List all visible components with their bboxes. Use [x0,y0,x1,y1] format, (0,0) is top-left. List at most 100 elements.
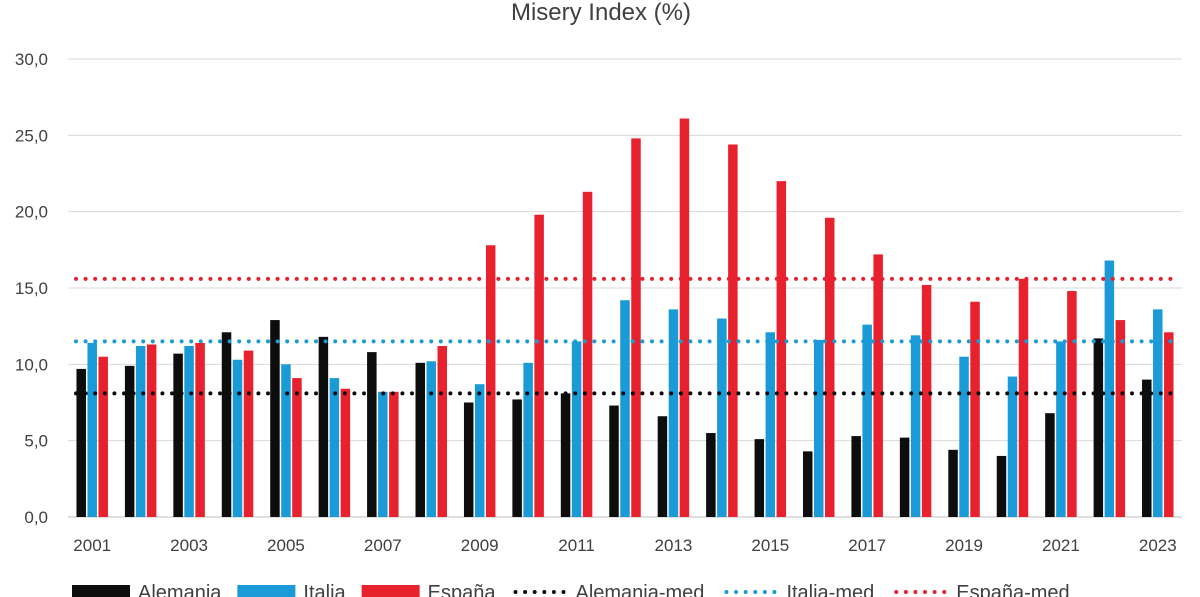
bar-italia-2021 [1056,341,1066,517]
x-tick-label: 2013 [655,536,693,555]
bar-italia-2002 [135,346,146,517]
bar-alemania-2023 [1142,379,1152,517]
y-tick-label: 20,0 [15,203,48,222]
y-tick-label: 5,0 [24,432,48,451]
bars [76,118,1174,518]
bar-italia-2017 [862,324,872,517]
bar-espaa-2009 [485,245,496,517]
y-tick-label: 0,0 [24,508,48,527]
x-tick-label: 2023 [1139,536,1177,555]
bar-espaa-2015 [776,181,787,517]
bar-alemania-2009 [463,402,474,517]
chart-title: Misery Index (%) [511,0,691,26]
bar-alemania-2004 [221,332,232,517]
bar-espaa-2008 [437,346,448,517]
bar-italia-2015 [765,332,776,517]
y-tick-label: 25,0 [15,126,48,145]
bar-italia-2013 [668,309,679,517]
bar-espaa-2017 [873,254,883,517]
bar-espaa-2005 [292,378,302,517]
bar-italia-2011 [571,341,582,517]
x-tick-label: 2007 [364,536,402,555]
bar-alemania-2017 [851,436,861,517]
legend-swatch [361,585,420,597]
legend-swatch [72,585,130,597]
bar-alemania-2001 [76,368,86,517]
bar-alemania-2007 [367,352,377,517]
bar-alemania-2012 [609,405,619,517]
bar-italia-2007 [378,391,388,517]
y-tick-label: 10,0 [15,355,48,374]
legend-label: Alemania-med [575,582,704,597]
x-tick-label: 2015 [751,536,789,555]
bar-italia-2020 [1007,376,1018,517]
legend: Alemania Italia España Alemania-med Italia-m… [72,582,1070,597]
bar-italia-2001 [87,342,97,517]
x-tick-label: 2011 [558,536,595,555]
bar-alemania-2016 [802,451,813,517]
bar-espaa-2013 [679,118,690,517]
bar-alemania-2006 [318,336,329,517]
x-tick-label: 2017 [848,536,886,555]
bar-alemania-2008 [415,362,426,517]
y-tick-label: 15,0 [15,279,48,298]
bar-italia-2014 [717,318,727,517]
bar-espaa-2014 [728,144,738,517]
bar-italia-2018 [910,335,921,517]
bar-alemania-2013 [657,416,668,517]
bar-italia-2009 [474,384,485,517]
bar-alemania-2019 [948,449,958,517]
bar-espaa-2022 [1115,320,1126,517]
x-tick-label: 2001 [73,536,111,555]
legend-label: España [428,582,497,597]
bar-alemania-2022 [1093,338,1104,517]
bar-italia-2022 [1104,260,1115,517]
bar-alemania-2002 [124,365,135,517]
x-tick-label: 2005 [267,536,305,555]
bar-italia-2006 [329,378,340,517]
bar-espaa-2011 [582,191,593,517]
bar-italia-2012 [620,300,630,517]
bar-alemania-2018 [899,437,910,517]
bar-espaa-2003 [195,342,205,517]
x-axis-ticks: 2001 2003 2005 2007 2009 2011 2013 2015 2017 2019… [73,536,1176,555]
bar-espaa-2002 [146,344,157,517]
x-tick-label: 2009 [461,536,499,555]
bar-espaa-2001 [98,356,108,517]
bar-espaa-2021 [1067,291,1077,517]
bar-alemania-2010 [512,399,522,517]
bar-italia-2005 [281,364,291,517]
x-tick-label: 2003 [170,536,208,555]
y-tick-label: 30,0 [15,50,48,69]
bar-italia-2003 [184,346,194,517]
bar-italia-2010 [523,362,533,517]
bar-alemania-2014 [706,433,716,517]
bar-alemania-2003 [173,353,183,517]
y-axis-ticks: 0,0 5,0 10,0 15,0 20,0 25,0 30,0 [15,50,48,527]
bar-alemania-2011 [560,393,571,517]
bar-espaa-2019 [970,301,980,517]
bar-espaa-2023 [1164,332,1174,517]
legend-label: Italia-med [786,582,874,597]
bar-italia-2016 [813,339,824,517]
legend-swatch [237,585,296,597]
bar-espaa-2012 [631,138,641,518]
legend-label: Italia [303,582,346,597]
bar-espaa-2006 [340,388,351,517]
bar-espaa-2018 [921,284,932,517]
bar-alemania-2015 [754,439,765,517]
bar-espaa-2007 [389,391,399,517]
bar-alemania-2021 [1045,413,1055,517]
bar-italia-2004 [232,359,243,517]
bar-espaa-2020 [1018,278,1029,517]
bar-espaa-2004 [243,350,254,517]
x-tick-label: 2019 [945,536,983,555]
bar-italia-2023 [1153,309,1163,517]
legend-label: España-med [956,582,1069,597]
bar-espaa-2016 [824,217,835,518]
bar-espaa-2010 [534,214,544,517]
reference-lines [74,276,1180,396]
legend-label: Alemania [138,582,222,597]
bar-alemania-2005 [270,320,280,517]
